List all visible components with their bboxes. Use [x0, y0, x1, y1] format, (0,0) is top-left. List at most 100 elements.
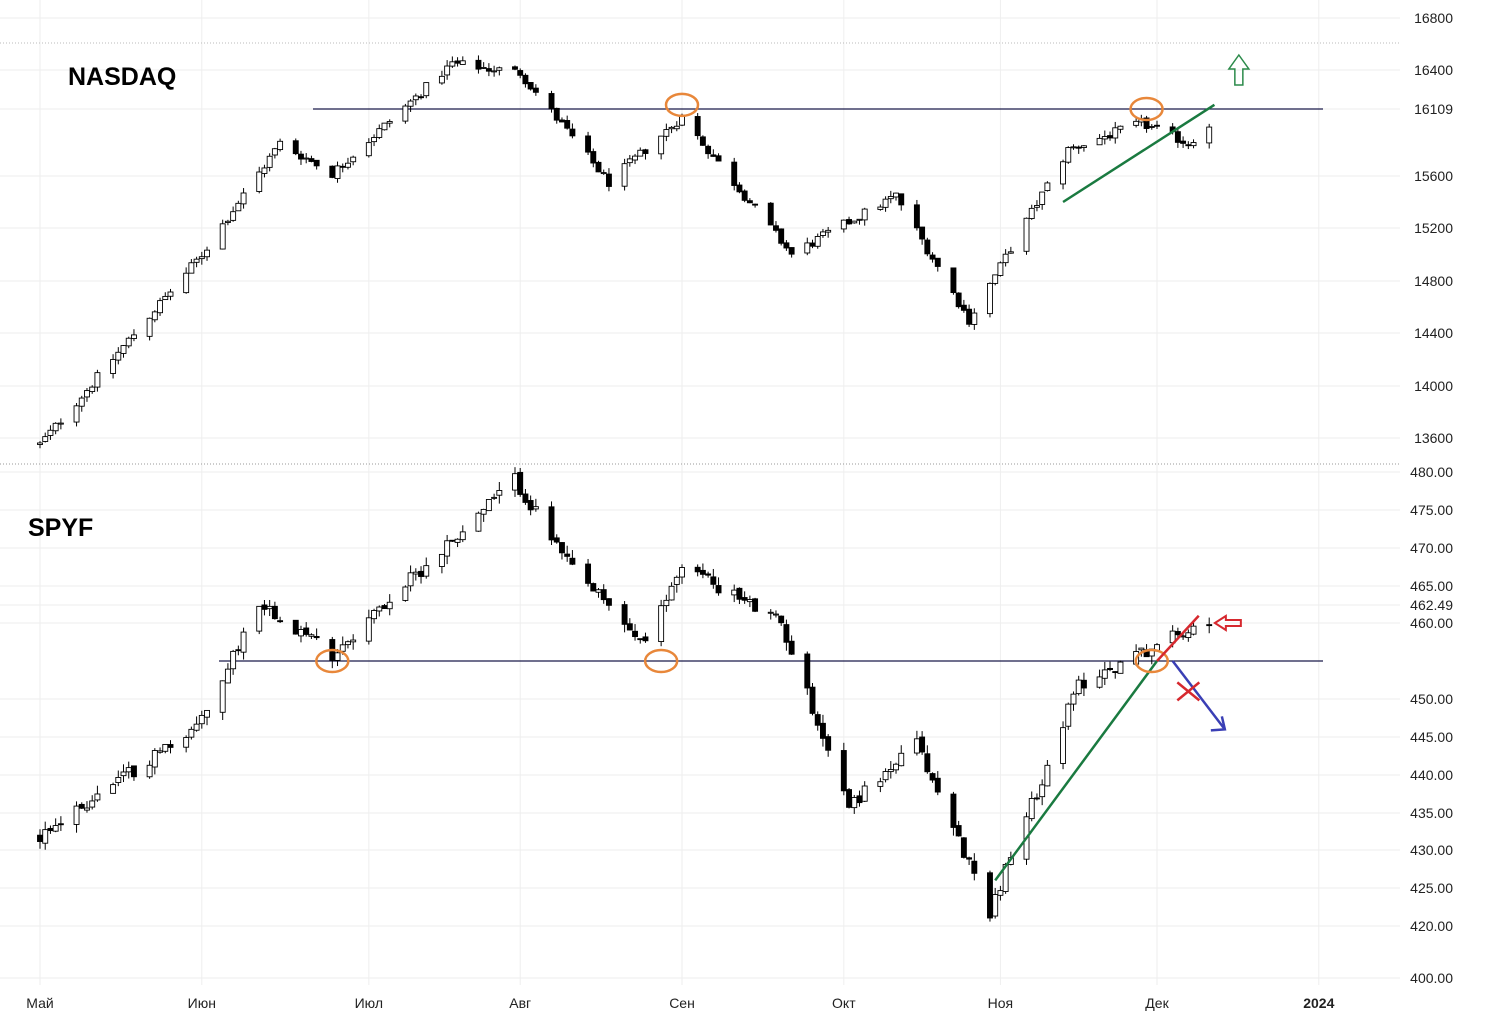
candle-body [736, 587, 743, 600]
candle-body [1039, 191, 1046, 205]
candle-body [642, 149, 649, 154]
candle-body [459, 60, 466, 65]
nasdaq-title: NASDAQ [68, 63, 176, 91]
candle-body [1075, 146, 1082, 149]
candle-body [1007, 251, 1014, 254]
candle-body [167, 291, 174, 297]
candle-body [851, 220, 858, 224]
time-axis-label: Дек [1145, 995, 1169, 1011]
candle-body [412, 95, 419, 101]
candle-body [559, 119, 565, 123]
candle-body [235, 202, 242, 212]
candle-body [1133, 120, 1140, 126]
candle-body [861, 785, 868, 802]
candle-body [668, 126, 675, 130]
candle-body [767, 202, 774, 226]
candle-body [73, 805, 80, 825]
candle-body [924, 753, 931, 773]
candle-body [950, 793, 957, 828]
candle-body [480, 508, 487, 515]
price-axis-label: 14000 [1414, 378, 1453, 394]
candle-body [1206, 126, 1213, 144]
price-axis-label: 400.00 [1410, 970, 1453, 986]
candle-body [345, 641, 351, 646]
candle-body [1080, 145, 1087, 148]
price-axis-label: 13600 [1414, 430, 1453, 446]
candle-body [746, 599, 753, 603]
candle-body [1101, 136, 1108, 140]
touch-circle [1129, 96, 1164, 122]
candle-body [699, 136, 706, 146]
red-trend-line [1156, 614, 1200, 662]
candle-body [741, 190, 748, 201]
candle-body [57, 823, 64, 826]
candle-body [371, 137, 378, 143]
candle-body [292, 619, 299, 635]
time-axis[interactable]: Май Июн Июл Авг Сен Окт Ноя Дек 2024 [26, 995, 1334, 1011]
cross-icon [1176, 681, 1201, 702]
candle-body [475, 59, 482, 70]
candle-body [37, 442, 43, 445]
candle-body [673, 125, 680, 130]
candle-body [1112, 671, 1119, 674]
candle-body [1002, 253, 1009, 264]
candle-body [783, 242, 790, 249]
touch-circle [315, 648, 350, 674]
candle-body [449, 539, 456, 542]
candle-body [605, 598, 612, 606]
candle-body [632, 630, 638, 638]
candle-body [1185, 144, 1192, 147]
price-axis-label: 450.00 [1410, 691, 1453, 707]
candle-body [496, 490, 503, 496]
candle-body [52, 422, 59, 432]
candle-body [219, 223, 226, 250]
candle-body [303, 627, 310, 635]
candle-body [339, 644, 346, 652]
candle-body [788, 640, 795, 655]
candle-body [663, 129, 670, 137]
candle-body [564, 553, 571, 557]
candle-body [240, 192, 247, 205]
candle-body [475, 512, 482, 532]
candle-body [919, 226, 926, 240]
candle-body [1190, 142, 1197, 147]
candle-body [339, 165, 346, 168]
candle-body [788, 247, 795, 255]
candle-body [240, 631, 247, 653]
candle-body [230, 650, 237, 670]
candle-body [125, 337, 132, 347]
candle-body [668, 585, 675, 601]
candle-body [157, 750, 164, 753]
candle-body [120, 771, 127, 777]
candle-body [809, 686, 816, 714]
candle-body [532, 87, 539, 93]
candle-body [715, 585, 722, 594]
candle-body [444, 540, 451, 557]
candle-body [517, 471, 524, 495]
price-axis-label: 470.00 [1410, 540, 1453, 556]
candle-body [224, 668, 231, 684]
candle-body [846, 789, 852, 808]
candle-body [1033, 797, 1040, 800]
candle-body [705, 573, 712, 576]
candle-body [590, 583, 597, 592]
candle-body [271, 605, 278, 620]
candle-body [235, 649, 242, 652]
candle-body [898, 752, 905, 767]
candle-body [621, 163, 628, 187]
candle-body [365, 617, 372, 642]
price-axis[interactable]: 16800 16400 16109 15600 15200 14800 14400 14000… [1410, 10, 1453, 986]
candle-body [924, 239, 931, 255]
candle-body [621, 604, 628, 625]
candle-body [1154, 124, 1160, 127]
candle-body [637, 149, 644, 157]
trendline [1062, 103, 1216, 204]
price-axis-label: 465.00 [1410, 578, 1453, 594]
candle-body [84, 390, 90, 398]
candle-body [303, 157, 310, 160]
candle-body [934, 777, 941, 793]
candle-body [1039, 784, 1046, 798]
candle-body [418, 96, 424, 99]
candle-body [73, 405, 80, 423]
